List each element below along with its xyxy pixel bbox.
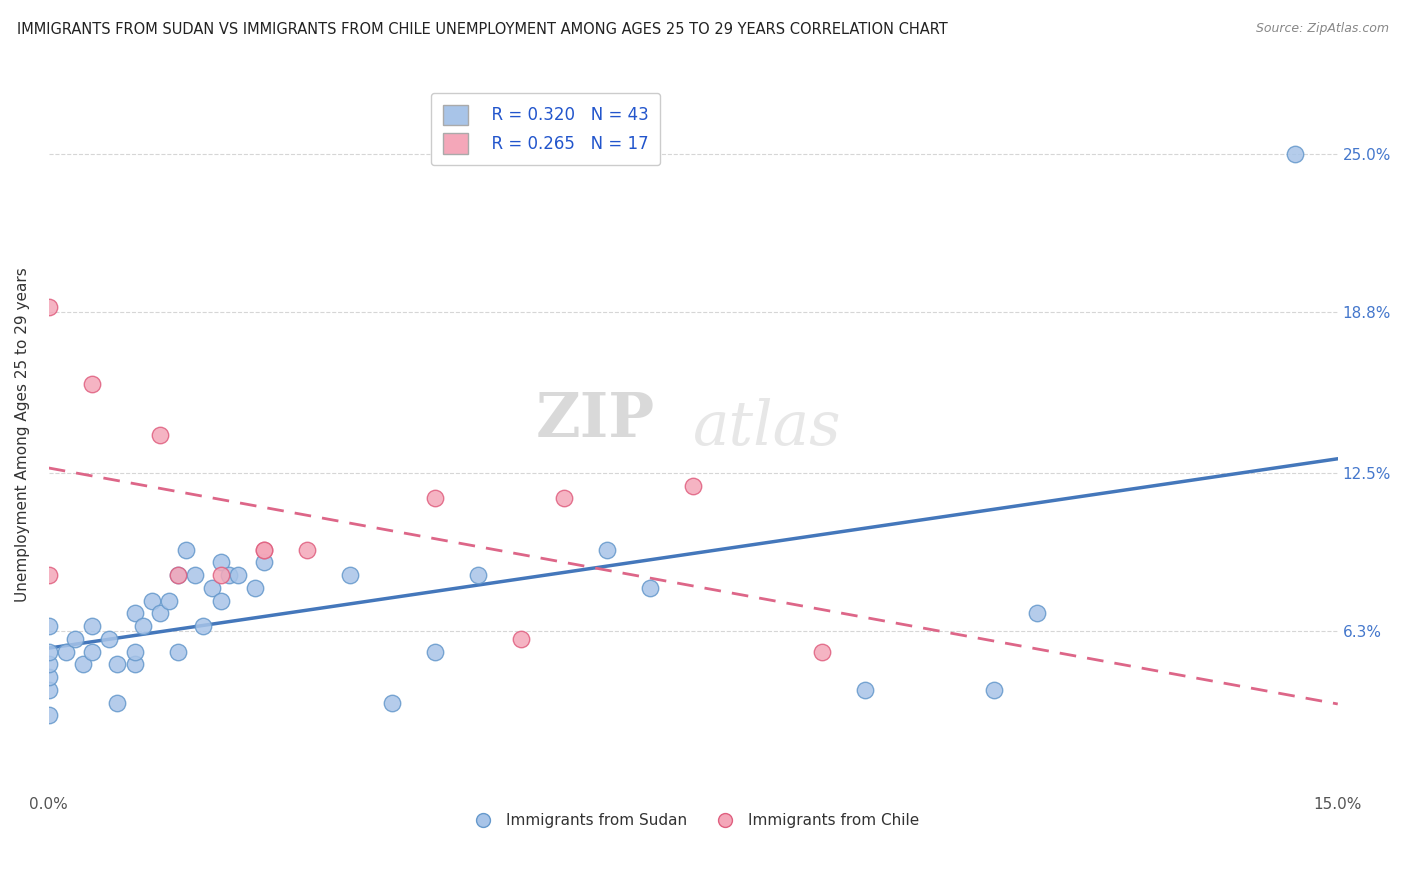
Point [295, 542, 318, 557]
Point [38, 300, 60, 314]
Point [166, 568, 188, 582]
Point [80, 376, 103, 391]
Point [209, 568, 232, 582]
Point [55, 645, 77, 659]
Point [1026, 607, 1049, 621]
Y-axis label: Unemployment Among Ages 25 to 29 years: Unemployment Among Ages 25 to 29 years [15, 268, 30, 602]
Point [124, 607, 146, 621]
Point [596, 542, 619, 557]
Point [107, 696, 129, 710]
Legend: Immigrants from Sudan, Immigrants from Chile: Immigrants from Sudan, Immigrants from C… [461, 807, 925, 834]
Point [252, 555, 274, 569]
Point [553, 491, 575, 506]
Point [174, 542, 197, 557]
Point [201, 581, 224, 595]
Point [38, 670, 60, 684]
Point [853, 682, 876, 697]
Point [811, 645, 834, 659]
Text: Source: ZipAtlas.com: Source: ZipAtlas.com [1256, 22, 1389, 36]
Point [209, 593, 232, 607]
Point [184, 568, 207, 582]
Point [63, 632, 86, 646]
Point [97, 632, 120, 646]
Point [38, 682, 60, 697]
Point [166, 645, 188, 659]
Point [209, 555, 232, 569]
Point [72, 657, 94, 672]
Point [38, 708, 60, 723]
Point [425, 491, 447, 506]
Point [1284, 147, 1306, 161]
Point [149, 427, 172, 442]
Point [252, 542, 274, 557]
Point [243, 581, 266, 595]
Point [80, 619, 103, 633]
Point [425, 645, 447, 659]
Point [80, 645, 103, 659]
Point [381, 696, 404, 710]
Text: ZIP: ZIP [536, 391, 655, 450]
Point [38, 619, 60, 633]
Point [132, 619, 155, 633]
Point [983, 682, 1005, 697]
Point [38, 657, 60, 672]
Point [141, 593, 163, 607]
Text: atlas: atlas [693, 398, 842, 458]
Point [166, 568, 188, 582]
Point [252, 542, 274, 557]
Point [124, 645, 146, 659]
Point [640, 581, 662, 595]
Point [218, 568, 240, 582]
Point [149, 607, 172, 621]
Point [467, 568, 489, 582]
Text: IMMIGRANTS FROM SUDAN VS IMMIGRANTS FROM CHILE UNEMPLOYMENT AMONG AGES 25 TO 29 : IMMIGRANTS FROM SUDAN VS IMMIGRANTS FROM… [17, 22, 948, 37]
Point [226, 568, 249, 582]
Point [510, 632, 533, 646]
Point [38, 645, 60, 659]
Point [157, 593, 180, 607]
Point [38, 568, 60, 582]
Point [339, 568, 361, 582]
Point [682, 479, 704, 493]
Point [107, 657, 129, 672]
Point [193, 619, 215, 633]
Point [124, 657, 146, 672]
